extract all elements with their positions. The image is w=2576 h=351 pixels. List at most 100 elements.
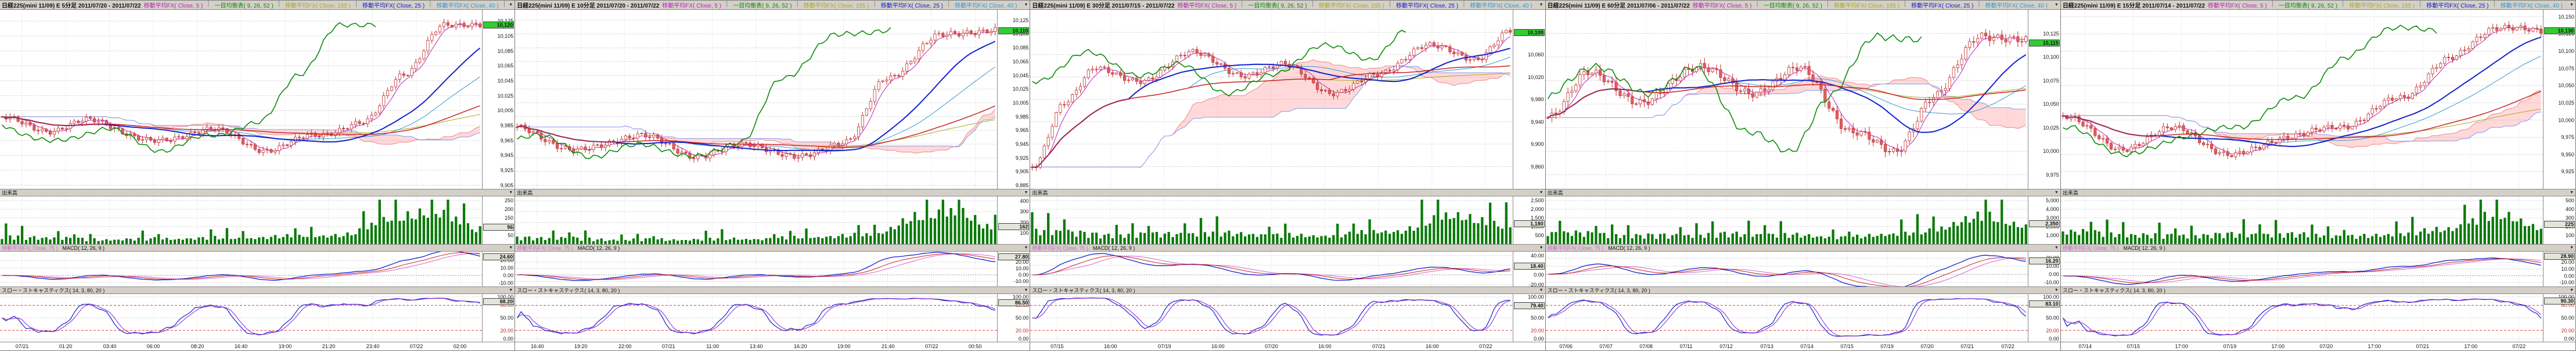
axis-tick-label: 10,025 (2558, 99, 2575, 106)
collapse-icon[interactable]: ▼ (2054, 246, 2059, 250)
axis-tick-label: 9,940 (1531, 119, 1544, 125)
time-label: 19:00 (837, 343, 851, 349)
axis-tick-label: -10.00 (2559, 280, 2575, 286)
stoch-plot[interactable] (1545, 294, 2028, 342)
collapse-icon[interactable]: ▼ (2054, 288, 2059, 292)
volume-plot[interactable] (515, 196, 998, 244)
volume-label: 出来高 (2062, 190, 2078, 196)
collapse-icon[interactable]: ▼ (2570, 191, 2574, 195)
separator: │ (1903, 1, 1908, 7)
price-plot[interactable] (0, 10, 483, 189)
collapse-icon[interactable]: ▼ (1024, 191, 1028, 195)
separator: │ (796, 1, 800, 7)
separator: │ (947, 1, 951, 7)
collapse-icon[interactable]: ▼ (2054, 3, 2059, 7)
separator: │ (1755, 1, 1760, 7)
stoch-chart-svg (515, 294, 998, 342)
axis-tick-label: 9,945 (1015, 141, 1029, 147)
stoch-plot[interactable] (2060, 294, 2543, 342)
last-value-badge: 10,100 (1513, 28, 1545, 36)
axis-tick-label: -10.00 (498, 280, 514, 286)
axis-tick-label: 10,100 (2043, 54, 2059, 60)
separator: │ (503, 1, 506, 9)
macd-plot[interactable] (2060, 252, 2543, 286)
macd-plot[interactable] (1030, 252, 1513, 286)
axis-tick-label: 0.00 (2564, 273, 2575, 279)
collapse-icon[interactable]: ▼ (2570, 3, 2574, 7)
collapse-icon[interactable]: ▼ (509, 191, 513, 195)
axis-tick-label: 5,000 (2046, 198, 2059, 203)
macd-axis: 20.00 10.00 0.00 -10.00 27.80 (997, 252, 1030, 286)
chart-title: 日経225(mini 11/09) E 60分足 2011/07/06 - 20… (1547, 3, 1690, 9)
axis-tick-label: 250 (505, 198, 514, 203)
macd-plot[interactable] (0, 252, 483, 286)
stoch-plot[interactable] (515, 294, 998, 342)
ichimoku-cloud (517, 109, 996, 154)
volume-plot[interactable] (2060, 196, 2543, 244)
collapse-icon[interactable]: ▼ (2570, 246, 2574, 250)
macd-chart: 20.00 10.00 0.00 -10.00 28.90 (2060, 252, 2576, 286)
axis-tick-label: 10,000 (2043, 148, 2059, 155)
macd-plot[interactable] (515, 252, 998, 286)
axis-tick-label: 10,065 (497, 63, 514, 69)
collapse-icon[interactable]: ▼ (509, 246, 513, 250)
price-chart: 10,125 10,105 10,085 10,065 10,045 10,025 10,0… (0, 10, 515, 189)
time-label: 07/07 (1599, 343, 1613, 349)
axis-tick-label: 9,980 (1531, 96, 1544, 102)
axis-tick-label: 10,005 (497, 108, 514, 114)
indicator-label: 一目均衡表( 9, 26, 52 ) (1763, 3, 1822, 9)
axis-tick-label: 20.00 (500, 327, 514, 334)
axis-tick-label: 300 (1020, 209, 1029, 215)
time-label: 17:00 (2175, 343, 2189, 349)
price-plot[interactable] (1030, 10, 1513, 189)
collapse-icon[interactable]: ▼ (509, 3, 513, 7)
volume-plot[interactable] (1545, 196, 2028, 244)
price-plot[interactable] (515, 10, 998, 189)
collapse-icon[interactable]: ▼ (509, 288, 513, 292)
separator: │ (1826, 1, 1830, 7)
axis-tick-label: 9,925 (2561, 169, 2575, 175)
time-label: 07/19 (1158, 343, 1171, 349)
collapse-icon[interactable]: ▼ (1024, 3, 1028, 7)
time-label: 19:00 (278, 343, 292, 349)
volume-chart-svg (0, 196, 483, 244)
collapse-icon[interactable]: ▼ (2054, 191, 2059, 195)
macd-header: 移動平均FX( Close, 75 ) MACD( 12, 26, 9 ) ▼ (2060, 244, 2576, 252)
stoch-plot[interactable] (1030, 294, 1513, 342)
collapse-icon[interactable]: ▼ (1539, 246, 1544, 250)
volume-plot[interactable] (0, 196, 483, 244)
volume-chart-svg (515, 196, 998, 244)
axis-tick-label: -10.00 (1013, 278, 1029, 285)
volume-plot[interactable] (1030, 196, 1513, 244)
panel-header: 日経225(mini 11/09) E 15分足 2011/07/14 - 20… (2060, 1, 2576, 10)
axis-tick-label: 10,085 (1012, 45, 1029, 51)
collapse-icon[interactable]: ▼ (1539, 191, 1544, 195)
axis-tick-label: 20.00 (1015, 259, 1029, 265)
stoch-plot[interactable] (0, 294, 483, 342)
axis-tick-label: 9,885 (1015, 182, 1029, 189)
candles-group (0, 19, 482, 156)
collapse-icon[interactable]: ▼ (2570, 288, 2574, 292)
macd-chart-svg (515, 252, 998, 286)
collapse-icon[interactable]: ▼ (1539, 3, 1544, 7)
macd-header: 移動平均FX( Close, 75 ) MACD( 12, 26, 9 ) ▼ (1030, 244, 1545, 252)
axis-tick-label: 0.00 (2049, 271, 2059, 278)
axis-tick-label: 10,085 (497, 48, 514, 54)
macd-plot[interactable] (1545, 252, 2028, 286)
last-value-badge: 28.90 (2544, 253, 2575, 260)
price-plot[interactable] (1545, 10, 2028, 189)
collapse-icon[interactable]: ▼ (1024, 246, 1028, 250)
collapse-icon[interactable]: ▼ (1539, 288, 1544, 292)
price-plot[interactable] (2060, 10, 2543, 189)
last-value-badge: 83.10 (2028, 300, 2060, 308)
collapse-icon[interactable]: ▼ (1024, 288, 1028, 292)
axis-tick-label: 0.00 (503, 336, 514, 342)
axis-tick-label: 400 (2565, 206, 2575, 212)
price-chart: 10,15010,12510,10010,07510,05010,02510,0… (2060, 10, 2576, 189)
